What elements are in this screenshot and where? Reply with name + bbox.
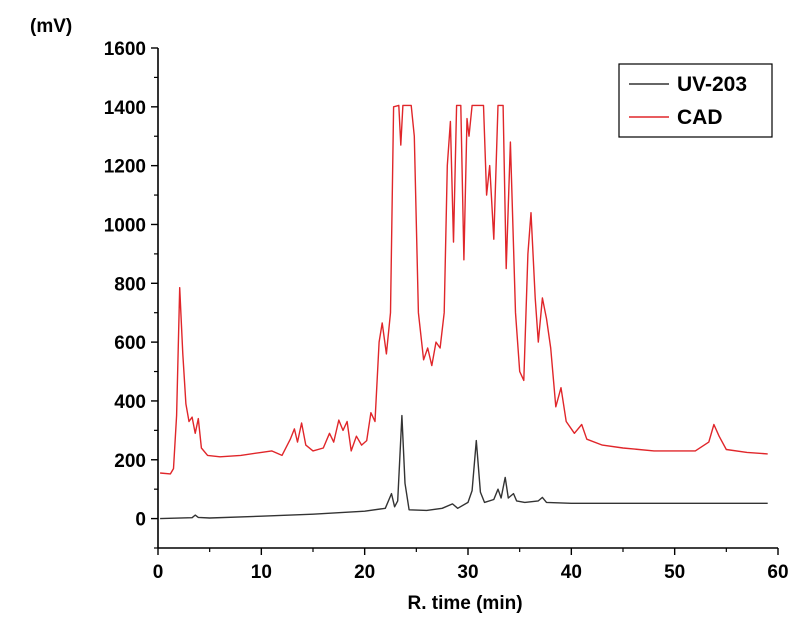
y-tick-label: 1600 — [104, 39, 146, 60]
x-tick-label: 10 — [251, 562, 272, 583]
y-tick-label: 1000 — [104, 215, 146, 236]
series-line-cad — [160, 104, 768, 475]
labels-layer: (mV) R. time (min) — [30, 16, 523, 614]
y-axis-title: (mV) — [30, 16, 72, 37]
y-tick-label: 0 — [135, 510, 146, 531]
x-tick-label: 20 — [354, 562, 375, 583]
series-layer — [160, 104, 768, 520]
x-tick-label: 60 — [767, 562, 788, 583]
x-axis-title: R. time (min) — [407, 593, 522, 614]
x-tick-label: 30 — [457, 562, 478, 583]
legend: UV-203 CAD — [618, 63, 773, 138]
axes-layer: 0 200 400 600 800 1000 1200 1400 1600 0 10 20 30 40 50… — [104, 39, 789, 583]
y-tick-label: 600 — [114, 333, 146, 354]
x-tick-label: 50 — [664, 562, 685, 583]
y-tick-label: 1400 — [104, 98, 146, 119]
legend-label-uv203: UV-203 — [677, 73, 747, 96]
y-tick-label: 800 — [114, 274, 146, 295]
y-tick-label: 400 — [114, 392, 146, 413]
y-tick-label: 1200 — [104, 157, 146, 178]
legend-box — [618, 63, 773, 138]
x-tick-label: 40 — [561, 562, 582, 583]
legend-label-cad: CAD — [677, 106, 723, 129]
series-line-uv-203 — [160, 414, 768, 520]
x-tick-label: 0 — [153, 562, 164, 583]
y-tick-label: 200 — [114, 451, 146, 472]
